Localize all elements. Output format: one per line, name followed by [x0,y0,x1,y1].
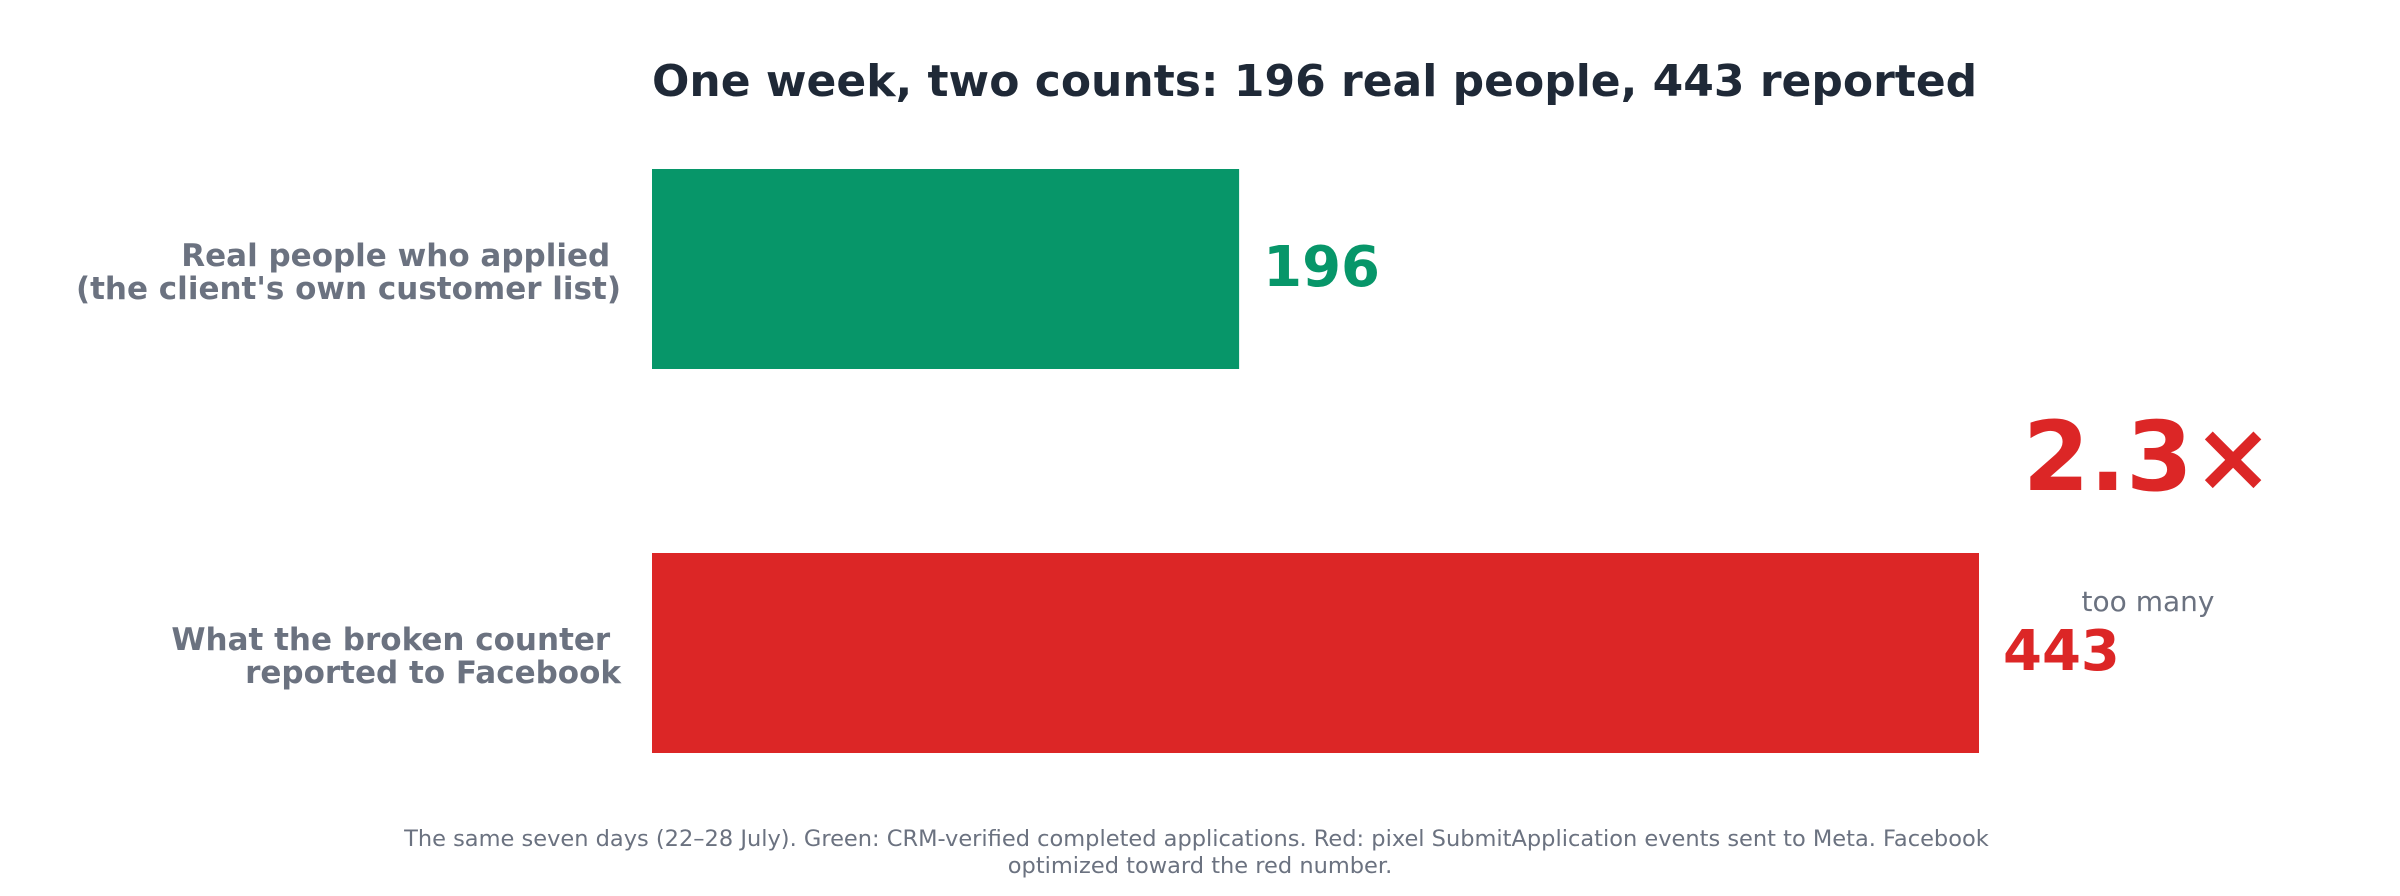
category-label-real-line2: (the client's own customer list) [76,271,621,307]
bar-real-people [652,169,1240,369]
value-label-reported: 443 [2003,619,2120,684]
chart-title: One week, two counts: 196 real people, 4… [652,56,1977,107]
category-label-real: Real people who applied (the client's ow… [76,238,621,307]
chart-caption-line2: optimized toward the red number. [1008,853,1392,879]
ratio-annotation-subtext: too many [2082,585,2215,618]
ratio-annotation: 2.3× [2023,401,2274,513]
category-label-reported-line2: reported to Facebook [245,655,622,691]
value-label-real-people: 196 [1263,235,1380,300]
bar-reported [652,553,1979,753]
category-label-real-line1: Real people who applied [181,238,610,274]
category-label-reported: What the broken counter reported to Face… [171,622,622,691]
category-label-reported-line1: What the broken counter [171,622,611,658]
chart-caption: The same seven days (22–28 July). Green:… [403,826,1996,879]
chart-caption-line1: The same seven days (22–28 July). Green:… [403,826,1989,852]
